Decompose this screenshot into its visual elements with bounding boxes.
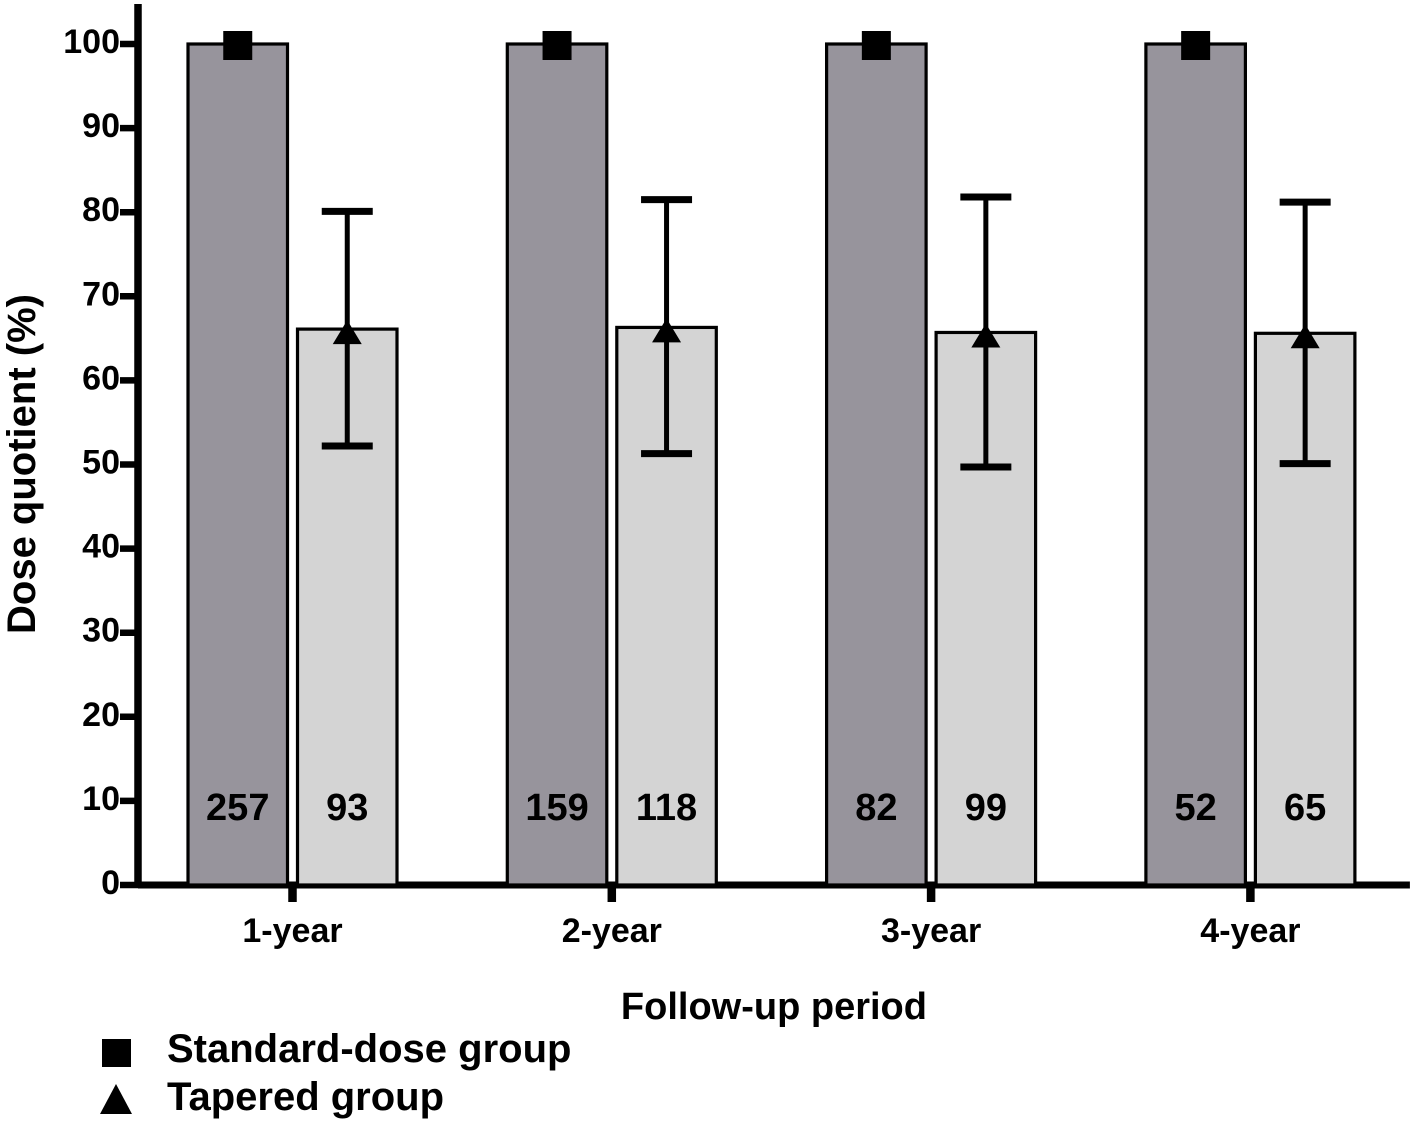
svg-text:10: 10: [82, 780, 120, 818]
svg-text:93: 93: [326, 787, 368, 829]
svg-text:4-year: 4-year: [1200, 912, 1300, 950]
svg-text:99: 99: [965, 787, 1007, 829]
svg-text:65: 65: [1284, 787, 1326, 829]
svg-text:52: 52: [1175, 787, 1217, 829]
svg-text:90: 90: [82, 107, 120, 145]
svg-text:3-year: 3-year: [881, 912, 981, 950]
svg-text:50: 50: [82, 443, 120, 481]
svg-text:60: 60: [82, 359, 120, 397]
svg-text:159: 159: [525, 787, 588, 829]
svg-text:80: 80: [82, 191, 120, 229]
svg-text:1-year: 1-year: [242, 912, 342, 950]
svg-text:40: 40: [82, 528, 120, 566]
svg-text:100: 100: [63, 23, 120, 61]
svg-text:82: 82: [855, 787, 897, 829]
svg-text:257: 257: [206, 787, 269, 829]
svg-text:20: 20: [82, 696, 120, 734]
svg-text:118: 118: [636, 787, 697, 829]
svg-text:30: 30: [82, 612, 120, 650]
svg-text:2-year: 2-year: [562, 912, 662, 950]
svg-text:0: 0: [101, 864, 120, 902]
svg-text:70: 70: [82, 275, 120, 313]
